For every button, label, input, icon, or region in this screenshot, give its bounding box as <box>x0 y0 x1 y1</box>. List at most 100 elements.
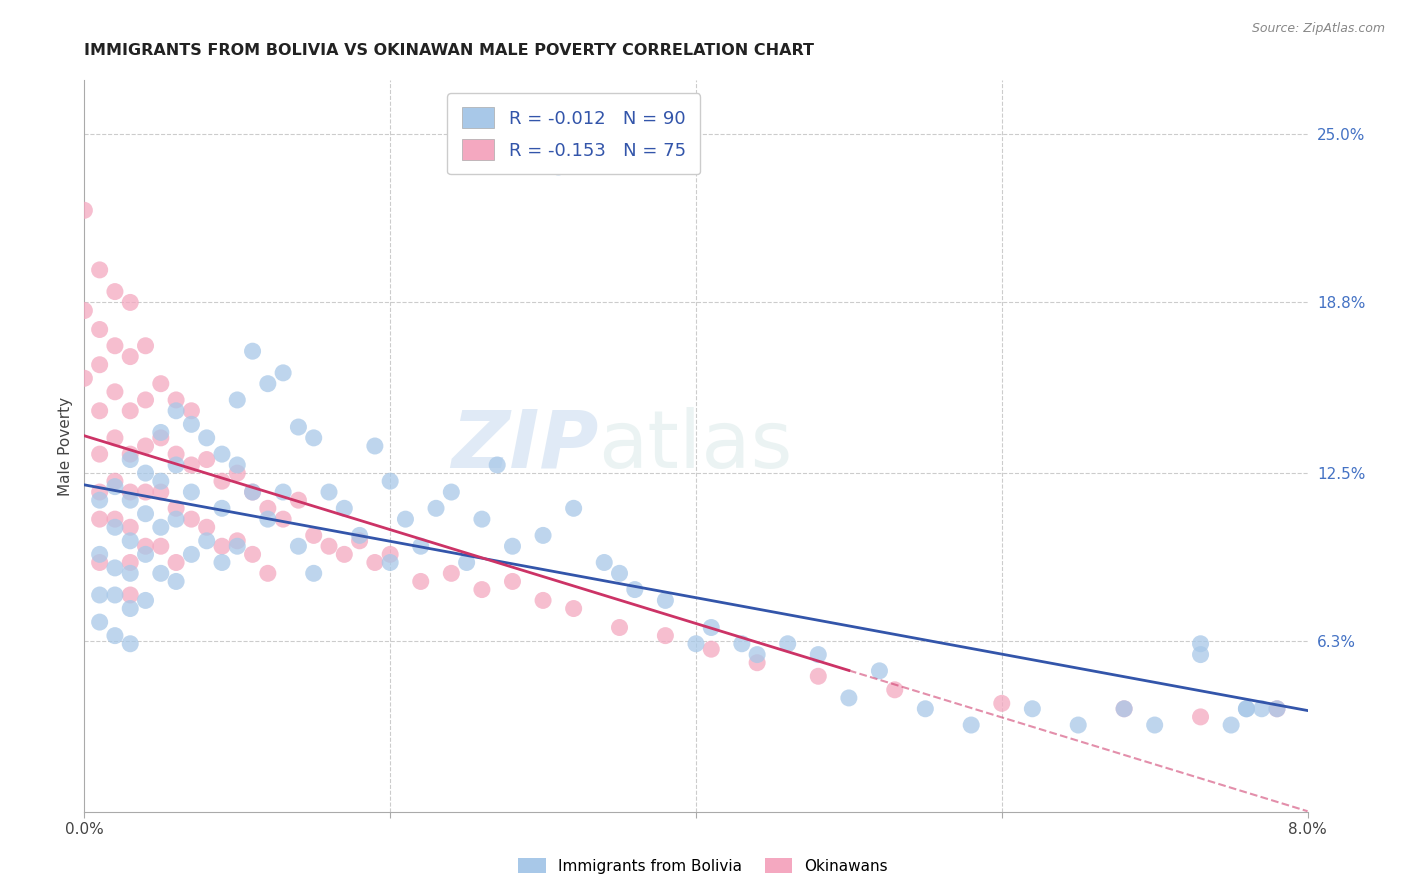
Point <box>226 458 249 472</box>
Point <box>593 556 616 570</box>
Point <box>120 404 142 418</box>
Point <box>135 547 157 561</box>
Point <box>471 582 494 597</box>
Point <box>991 697 1014 711</box>
Point <box>211 539 233 553</box>
Point <box>135 507 157 521</box>
Point <box>486 458 509 472</box>
Point <box>120 485 142 500</box>
Point <box>149 539 172 553</box>
Point <box>838 690 860 705</box>
Legend: R = -0.012   N = 90, R = -0.153   N = 75: R = -0.012 N = 90, R = -0.153 N = 75 <box>447 93 700 175</box>
Point <box>149 431 172 445</box>
Point <box>271 485 294 500</box>
Point <box>1114 702 1136 716</box>
Point <box>624 582 647 597</box>
Point <box>104 561 127 575</box>
Point <box>149 425 172 440</box>
Point <box>776 637 799 651</box>
Point <box>380 474 402 488</box>
Point <box>364 439 387 453</box>
Point <box>747 648 769 662</box>
Point <box>1067 718 1090 732</box>
Point <box>869 664 891 678</box>
Point <box>226 539 249 553</box>
Point <box>104 339 127 353</box>
Point <box>89 512 111 526</box>
Point <box>89 493 111 508</box>
Point <box>914 702 936 716</box>
Point <box>120 601 142 615</box>
Point <box>89 485 111 500</box>
Point <box>287 420 309 434</box>
Point <box>302 566 325 581</box>
Point <box>394 512 416 526</box>
Point <box>562 601 585 615</box>
Point <box>104 285 127 299</box>
Point <box>211 447 233 461</box>
Point <box>700 620 723 634</box>
Point <box>180 485 202 500</box>
Point <box>425 501 447 516</box>
Point <box>149 520 172 534</box>
Point <box>120 350 142 364</box>
Point <box>440 566 463 581</box>
Point <box>1143 718 1166 732</box>
Point <box>165 392 187 407</box>
Point <box>120 447 142 461</box>
Point <box>195 533 218 548</box>
Y-axis label: Male Poverty: Male Poverty <box>58 396 73 496</box>
Point <box>135 466 157 480</box>
Point <box>302 528 325 542</box>
Point <box>257 501 280 516</box>
Point <box>226 392 249 407</box>
Point <box>440 485 463 500</box>
Point <box>104 431 127 445</box>
Point <box>1236 702 1258 716</box>
Point <box>531 593 554 607</box>
Point <box>609 620 631 634</box>
Point <box>165 447 187 461</box>
Point <box>287 493 309 508</box>
Point <box>89 588 111 602</box>
Point <box>242 344 264 359</box>
Point <box>211 501 233 516</box>
Point <box>685 637 707 651</box>
Point <box>180 417 202 432</box>
Text: IMMIGRANTS FROM BOLIVIA VS OKINAWAN MALE POVERTY CORRELATION CHART: IMMIGRANTS FROM BOLIVIA VS OKINAWAN MALE… <box>84 44 814 58</box>
Point <box>104 520 127 534</box>
Point <box>502 574 524 589</box>
Point <box>211 474 233 488</box>
Point <box>1250 702 1272 716</box>
Point <box>135 539 157 553</box>
Point <box>1114 702 1136 716</box>
Point <box>456 556 478 570</box>
Point <box>287 539 309 553</box>
Point <box>120 556 142 570</box>
Point <box>120 493 142 508</box>
Point <box>73 203 96 218</box>
Point <box>120 452 142 467</box>
Point <box>471 512 494 526</box>
Point <box>318 539 340 553</box>
Text: Source: ZipAtlas.com: Source: ZipAtlas.com <box>1251 22 1385 36</box>
Point <box>700 642 723 657</box>
Point <box>180 404 202 418</box>
Point <box>104 629 127 643</box>
Point <box>807 669 830 683</box>
Point <box>120 295 142 310</box>
Point <box>242 485 264 500</box>
Point <box>149 376 172 391</box>
Point <box>211 556 233 570</box>
Point <box>654 593 676 607</box>
Point <box>73 303 96 318</box>
Point <box>135 392 157 407</box>
Point <box>165 404 187 418</box>
Point <box>807 648 830 662</box>
Point <box>1236 702 1258 716</box>
Point <box>165 512 187 526</box>
Point <box>409 574 432 589</box>
Point <box>89 615 111 629</box>
Point <box>149 485 172 500</box>
Point <box>89 447 111 461</box>
